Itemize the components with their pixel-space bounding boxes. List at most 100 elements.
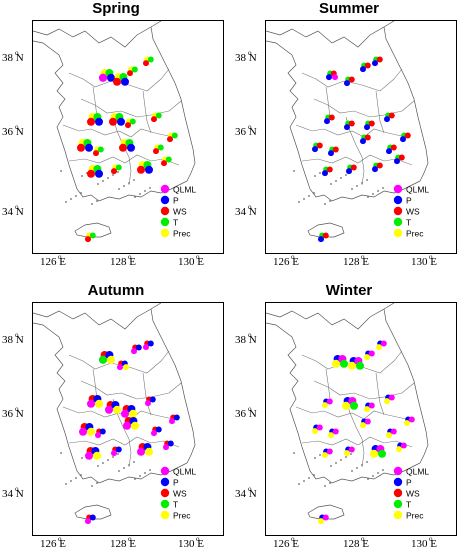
station-dot-p: [322, 170, 328, 177]
legend-label: T: [406, 218, 411, 228]
province-boundary: [68, 436, 180, 448]
station-dot-p: [326, 74, 332, 81]
station-dot-p: [85, 143, 93, 152]
station-cluster: [404, 416, 415, 427]
degree-symbol: o: [248, 405, 252, 413]
panel-title: Spring: [92, 0, 140, 17]
longitude-tick-label: 128 E: [343, 256, 369, 268]
station-dot-t: [165, 156, 172, 163]
station-dot-ws: [137, 165, 145, 174]
station-cluster: [322, 166, 333, 177]
station-dot-prec: [322, 402, 328, 409]
longitude-tick-label: 126 E: [40, 256, 66, 268]
province-boundary: [301, 68, 403, 92]
station-cluster: [360, 62, 371, 73]
station-dot-qlml: [85, 451, 93, 460]
legend-label: P: [406, 196, 412, 206]
latitude-tick-label: 38 N: [2, 334, 24, 346]
station-dot-p: [121, 77, 129, 86]
station-cluster: [360, 134, 371, 145]
station-dot-qlml: [348, 446, 355, 453]
degree-symbol: o: [429, 253, 433, 261]
station-dot-qlml: [400, 442, 407, 449]
station-dot-p: [117, 117, 125, 126]
station-dot-prec: [113, 405, 121, 414]
legend-label: Prec: [406, 511, 424, 521]
island-dot: [60, 452, 62, 454]
jeju-island: [74, 222, 112, 238]
island-dot: [97, 183, 99, 185]
station-cluster: [163, 440, 174, 451]
station-dot-ws: [348, 120, 355, 127]
station-cluster: [348, 357, 364, 370]
station-cluster: [370, 445, 386, 458]
station-cluster: [344, 120, 355, 131]
station-cluster: [131, 344, 142, 355]
station-dot-prec: [344, 450, 350, 457]
station-dot-ws: [322, 232, 329, 239]
station-cluster: [326, 70, 338, 81]
degree-symbol: o: [15, 405, 19, 413]
station-cluster: [324, 114, 335, 125]
station-cluster: [87, 395, 103, 408]
legend-label: WS: [173, 207, 187, 217]
legend-label: P: [406, 478, 412, 488]
degree-symbol: o: [15, 123, 19, 131]
station-cluster: [332, 355, 348, 368]
station-dot-p: [127, 143, 135, 152]
island-dot: [112, 174, 114, 176]
province-boundary: [142, 90, 152, 134]
degree-symbol: o: [58, 535, 62, 543]
longitude-tick-label: 130 E: [411, 256, 437, 268]
island-dot: [118, 470, 120, 472]
degree-symbol: o: [196, 253, 200, 261]
degree-symbol: o: [15, 49, 19, 57]
province-boundary: [80, 98, 182, 118]
province-boundary: [295, 406, 407, 420]
island-dot: [293, 170, 295, 172]
station-dot-qlml: [364, 418, 371, 425]
legend-label: QLML: [406, 467, 429, 477]
province-boundary: [295, 124, 407, 138]
degree-symbol: o: [291, 253, 295, 261]
station-dot-prec: [342, 401, 350, 410]
degree-symbol: o: [15, 331, 19, 339]
station-dot-ws: [151, 116, 157, 123]
island-dot: [123, 185, 125, 187]
island-dot: [330, 465, 332, 467]
station-dot-p: [173, 414, 180, 421]
station-dot-prec: [93, 451, 101, 460]
station-dot-qlml: [368, 350, 375, 357]
station-dot-ws: [376, 56, 383, 63]
station-cluster: [386, 144, 397, 155]
station-dot-prec: [131, 421, 139, 430]
station-cluster: [167, 132, 178, 143]
island-dot: [117, 171, 119, 173]
latitude-tick-label: 36 N: [2, 408, 24, 420]
map-frame: QLML P WS T Prec: [32, 302, 224, 536]
station-dot-qlml: [99, 73, 107, 82]
island-dot: [75, 477, 77, 479]
island-dot: [308, 195, 310, 197]
island-dot: [81, 175, 83, 177]
station-cluster: [400, 132, 411, 143]
station-dot-t: [97, 146, 104, 153]
province-boundary: [92, 86, 98, 118]
station-cluster: [384, 112, 395, 123]
legend-label: Prec: [406, 229, 424, 239]
station-cluster: [161, 156, 172, 167]
island-dot: [134, 478, 136, 480]
island-dot: [314, 457, 316, 459]
legend-label: WS: [173, 489, 187, 499]
legend-marker: [393, 184, 403, 194]
station-dot-p: [364, 124, 370, 131]
island-dot: [324, 485, 326, 487]
longitude-tick-label: 126 E: [273, 538, 299, 550]
island-dot: [70, 198, 72, 200]
station-dot-t: [155, 112, 162, 119]
island-dot: [372, 193, 374, 195]
station-cluster: [87, 113, 103, 126]
station-cluster: [123, 417, 139, 430]
legend-marker: [393, 228, 403, 238]
